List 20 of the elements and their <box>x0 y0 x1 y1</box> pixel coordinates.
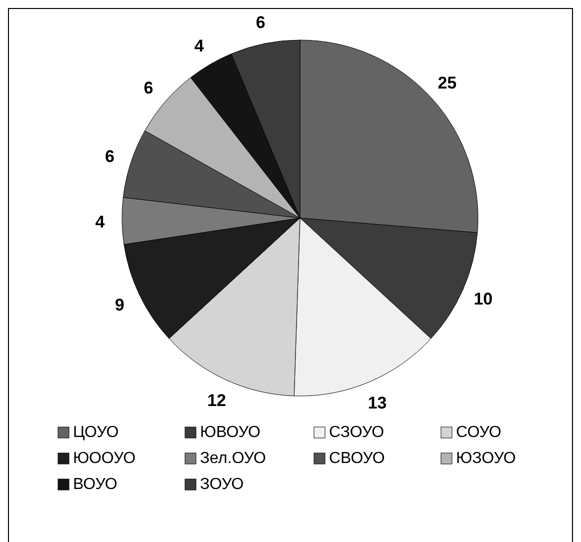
legend-label: СВОУО <box>329 450 385 467</box>
data-label: 6 <box>256 12 266 32</box>
legend-label: ЮЗОУО <box>456 450 516 467</box>
data-label: 9 <box>114 295 124 314</box>
legend-label: ВОУО <box>73 476 118 493</box>
data-label: 13 <box>368 393 387 412</box>
data-label: 6 <box>144 78 154 98</box>
legend-label: Зел.ОУО <box>200 450 266 467</box>
data-label: 4 <box>194 36 204 56</box>
legend-label: СЗОУО <box>329 424 384 441</box>
data-label: 25 <box>438 73 457 92</box>
data-label: 12 <box>207 390 226 410</box>
legend-label: СОУО <box>456 424 502 441</box>
legend-label: ЦОУО <box>73 424 119 441</box>
legend-label: ЮООУО <box>73 450 136 467</box>
data-label: 4 <box>95 212 106 232</box>
data-label: 6 <box>105 147 115 166</box>
legend-label: ЮВОУО <box>200 424 260 441</box>
data-label: 10 <box>474 289 493 308</box>
legend-label: ЗОУО <box>200 476 244 493</box>
